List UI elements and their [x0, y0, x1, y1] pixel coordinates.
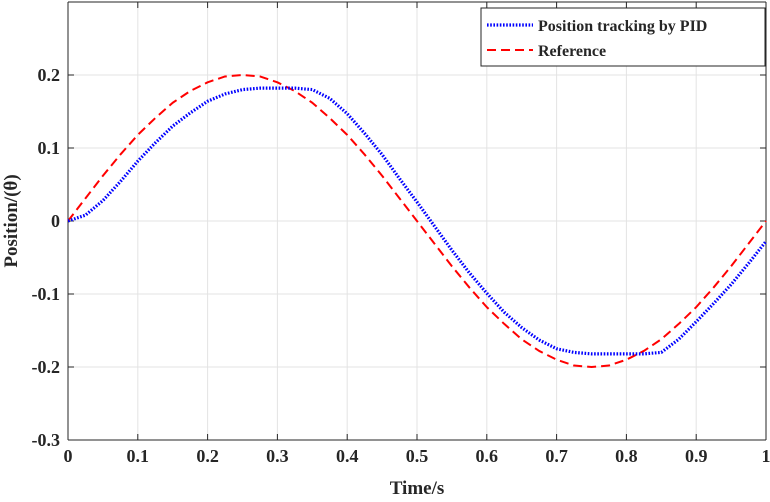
x-tick-label: 0.9: [685, 446, 708, 466]
legend-label-reference: Reference: [538, 43, 606, 60]
y-axis-label: Position/(θ): [1, 174, 22, 267]
x-tick-label: 1: [762, 446, 770, 466]
x-tick-label: 0.1: [127, 446, 150, 466]
y-tick-label: -0.3: [32, 430, 61, 450]
x-tick-label: 0: [64, 446, 73, 466]
x-tick-label: 0.2: [196, 446, 219, 466]
legend-label-pid: Position tracking by PID: [538, 18, 707, 35]
x-tick-label: 0.3: [266, 446, 289, 466]
x-tick-label: 0.5: [406, 446, 429, 466]
x-axis-label: Time/s: [390, 478, 445, 497]
legend: Position tracking by PID Reference: [481, 8, 765, 66]
x-tick-label: 0.8: [615, 446, 638, 466]
y-tick-label: -0.2: [32, 357, 61, 377]
y-tick-label: 0: [51, 211, 60, 231]
y-tick-label: -0.1: [32, 284, 61, 304]
x-tick-label: 0.7: [545, 446, 568, 466]
x-tick-label: 0.4: [336, 446, 359, 466]
y-tick-label: 0.1: [38, 138, 61, 158]
y-tick-label: 0.2: [38, 65, 61, 85]
legend-box: [481, 8, 765, 66]
x-tick-label: 0.6: [476, 446, 499, 466]
